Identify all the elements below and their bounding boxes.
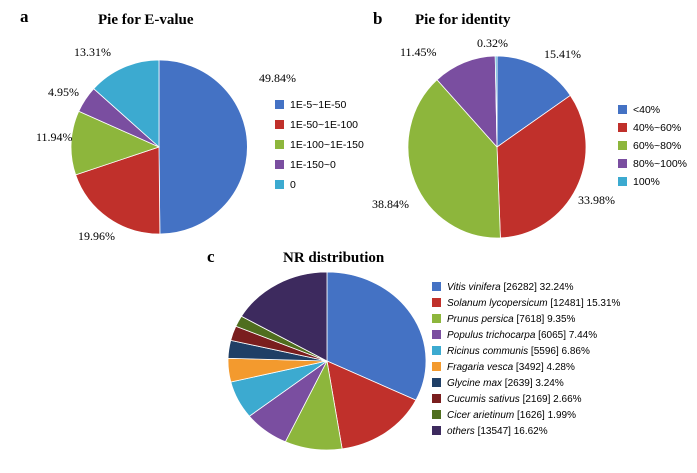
pie-a-legend-swatch-4	[275, 180, 284, 189]
pie-a-legend-label-1: 1E-50~1E-100	[290, 119, 358, 131]
pie-c-legend-label-0: Vitis vinifera [26282] 32.24%	[447, 282, 574, 293]
chart-title-c: NR distribution	[283, 250, 385, 266]
pie-b-legend-label-1: 40%~60%	[633, 122, 681, 134]
pie-a-slice-4	[93, 59, 160, 148]
pie-c-slice-9	[240, 271, 328, 362]
pie-c-legend-label-3: Populus trichocarpa [6065] 7.44%	[447, 330, 597, 341]
pie-c-legend-label-7: Cucumis sativus [2169] 2.66%	[447, 394, 582, 405]
pie-c-legend-swatch-8	[432, 410, 441, 419]
pie-c-legend-label-6: Glycine max [2639] 3.24%	[447, 378, 564, 389]
pie-b-value-label-0: 15.41%	[544, 47, 581, 61]
pie-a-value-label-3: 4.95%	[48, 85, 79, 99]
pie-a-value-label-1: 19.96%	[78, 229, 115, 243]
pie-c-legend-label-9: others [13547] 16.62%	[447, 426, 548, 437]
pie-a-value-label-4: 13.31%	[74, 45, 111, 59]
pie-a-legend-swatch-1	[275, 120, 284, 129]
pie-b-slice-1	[496, 94, 587, 239]
legend-b: <40% 40%~60% 60%~80% 80%~100% 100%	[618, 104, 687, 188]
pie-b-legend-swatch-2	[618, 141, 627, 150]
pie-b-value-label-4: 0.32%	[477, 36, 508, 50]
pie-c-legend-label-5: Fragaria vesca [3492] 4.28%	[447, 362, 575, 373]
pie-b-slice-4	[494, 55, 498, 148]
pie-c-legend-swatch-9	[432, 426, 441, 435]
legend-c: Vitis vinifera [26282] 32.24% Solanum lyc…	[432, 282, 621, 437]
pie-c-legend-swatch-5	[432, 362, 441, 371]
pie-b-legend-swatch-0	[618, 105, 627, 114]
pie-a-slice-0	[158, 59, 248, 235]
pie-b-legend-swatch-4	[618, 177, 627, 186]
pie-b-slice-3	[436, 55, 498, 149]
pie-a-legend-label-3: 1E-150~0	[290, 159, 336, 171]
pie-a-legend-swatch-2	[275, 140, 284, 149]
pie-c-legend-label-2: Prunus persica [7618] 9.35%	[447, 314, 576, 325]
pie-a-legend-label-0: 1E-5~1E-50	[290, 99, 346, 111]
chart-title-b: Pie for identity	[415, 12, 511, 28]
chart-title-a: Pie for E-value	[98, 12, 194, 28]
pie-a-legend-label-2: 1E-100~1E-150	[290, 139, 364, 151]
pie-c-legend-swatch-1	[432, 298, 441, 307]
pie-chart-a	[70, 59, 248, 235]
pie-b-value-label-1: 33.98%	[578, 193, 615, 207]
pie-b-legend-label-3: 80%~100%	[633, 158, 687, 170]
pie-b-legend-label-0: <40%	[633, 104, 660, 116]
pie-a-legend-label-4: 0	[290, 179, 296, 191]
pie-a-legend-swatch-3	[275, 160, 284, 169]
pie-a-value-label-0: 49.84%	[259, 71, 296, 85]
pie-c-legend-label-1: Solanum lycopersicum [12481] 15.31%	[447, 298, 621, 309]
pie-b-legend-label-4: 100%	[633, 176, 660, 188]
pie-c-slice-1	[326, 360, 417, 450]
pie-c-legend-label-8: Cicer arietinum [1626] 1.99%	[447, 410, 576, 421]
pie-b-value-label-2: 38.84%	[372, 197, 409, 211]
pie-c-legend-swatch-2	[432, 314, 441, 323]
pie-a-slice-2	[70, 110, 161, 176]
pie-a-value-label-2: 11.94%	[36, 130, 73, 144]
value-labels-a: 49.84% 19.96% 11.94% 4.95% 13.31%	[36, 45, 296, 243]
pie-c-legend-swatch-6	[432, 378, 441, 387]
pie-chart-b	[407, 55, 587, 239]
value-labels-b: 15.41% 33.98% 38.84% 11.45% 0.32%	[372, 36, 615, 211]
pie-a-slice-1	[75, 146, 161, 235]
pie-b-slice-0	[496, 55, 571, 148]
pie-b-slice-2	[407, 79, 501, 239]
pie-b-legend-label-2: 60%~80%	[633, 140, 681, 152]
pie-b-legend-swatch-1	[618, 123, 627, 132]
pie-chart-c	[227, 271, 427, 451]
pie-c-legend-swatch-7	[432, 394, 441, 403]
panel-letter-a: a	[20, 7, 29, 26]
panel-letter-b: b	[373, 9, 382, 28]
pie-c-legend-label-4: Ricinus communis [5596] 6.86%	[447, 346, 590, 357]
pie-b-legend-swatch-3	[618, 159, 627, 168]
panel-letter-c: c	[207, 247, 215, 266]
pie-c-slice-0	[326, 271, 427, 401]
legend-a: 1E-5~1E-50 1E-50~1E-100 1E-100~1E-150 1E-15…	[275, 99, 364, 191]
pie-c-legend-swatch-0	[432, 282, 441, 291]
pie-b-value-label-3: 11.45%	[400, 45, 437, 59]
pie-a-legend-swatch-0	[275, 100, 284, 109]
pie-c-legend-swatch-3	[432, 330, 441, 339]
pie-c-legend-swatch-4	[432, 346, 441, 355]
